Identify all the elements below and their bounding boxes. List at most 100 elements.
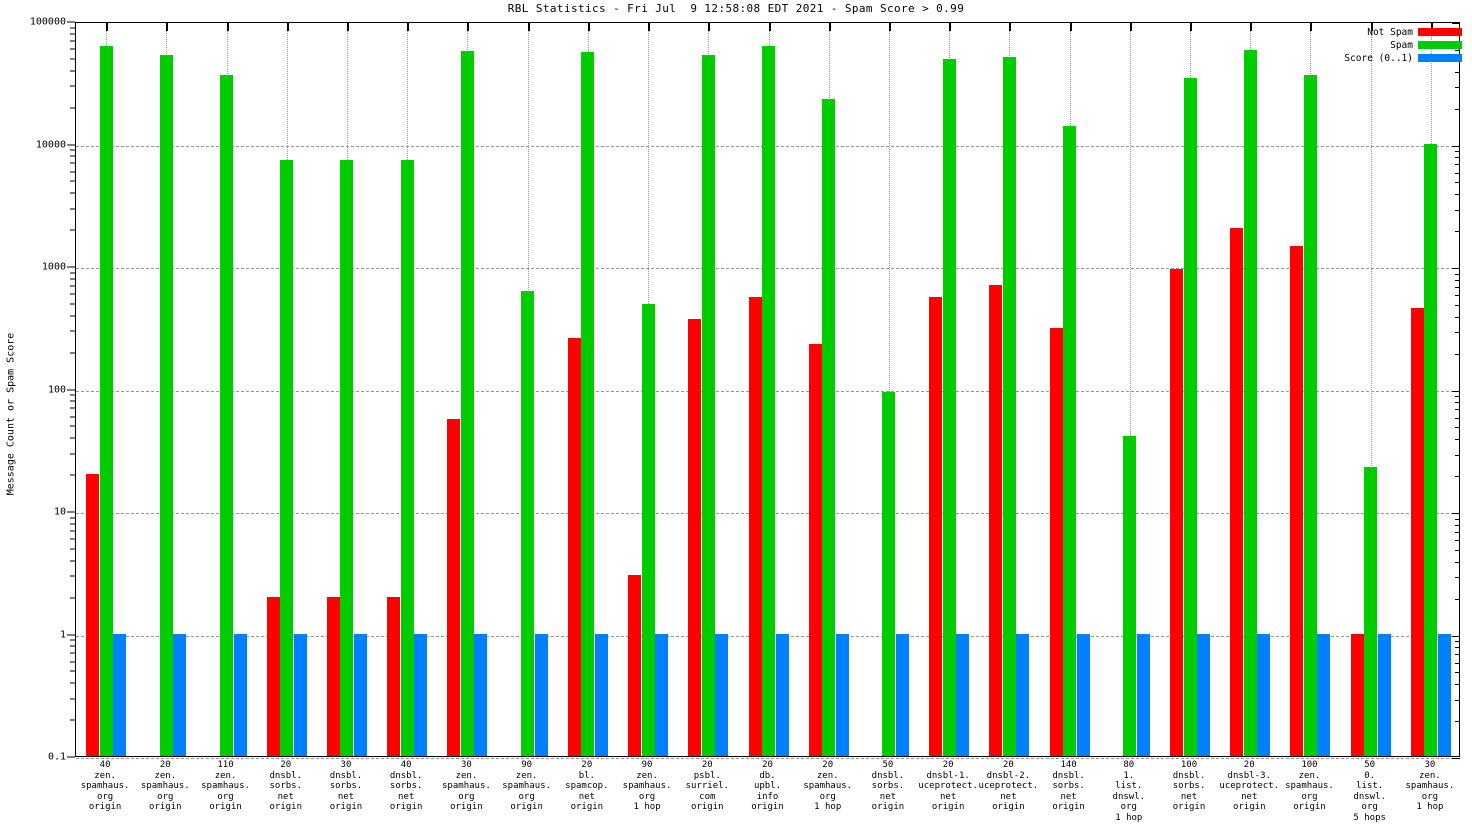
bar-spam — [280, 160, 294, 756]
y-tick-minor-right — [1455, 194, 1460, 196]
x-group-line: sorbs. — [329, 781, 363, 791]
bar-score — [233, 633, 247, 756]
bar-spam — [1424, 143, 1438, 756]
y-tick-minor-right — [1455, 231, 1460, 233]
x-group-line: zen. — [515, 770, 538, 781]
y-tick-minor — [70, 192, 75, 194]
bar-spam — [942, 58, 956, 756]
x-group-line: dnsbl. — [269, 770, 303, 781]
bar-not-spam — [567, 337, 581, 756]
x-group-line: org — [638, 791, 656, 802]
bar-not-spam — [447, 419, 461, 756]
bar-spam — [882, 392, 896, 756]
x-tick-top — [587, 22, 590, 31]
y-tick-major-right — [1452, 268, 1460, 269]
bar-spam — [1243, 49, 1257, 756]
bar-not-spam — [1290, 246, 1304, 756]
bar-spam — [1183, 78, 1197, 756]
x-group-line: origin — [88, 802, 122, 812]
x-group-line: 1 hop — [814, 802, 842, 812]
y-tick-minor — [70, 272, 75, 274]
y-tick-minor-right — [1455, 108, 1460, 110]
x-group-count: 20 — [581, 760, 593, 770]
y-tick-minor — [70, 285, 75, 287]
x-tick-top — [467, 22, 470, 31]
x-group-line: dnsbl. — [329, 770, 363, 781]
y-tick-minor — [70, 597, 75, 599]
bar-score — [414, 633, 428, 756]
x-group-line: org — [1421, 791, 1439, 802]
x-tick-top — [1430, 22, 1433, 31]
y-tick-minor — [70, 639, 75, 641]
bar-score — [655, 633, 669, 756]
bar-spam — [1303, 75, 1317, 756]
x-group-line: org — [1120, 802, 1137, 812]
x-group-count: 20 — [942, 760, 954, 770]
x-group-line: zen. — [1419, 770, 1441, 781]
x-axis-labels: 40 zen. spamhaus. org origin 20 zen. spamhaus. o… — [75, 760, 1460, 828]
x-tick-top — [286, 22, 289, 31]
x-group-line: 1 hop — [1416, 802, 1444, 812]
x-group-line: info — [756, 791, 779, 802]
y-tick-minor-right — [1455, 286, 1460, 288]
x-group-line: origin — [269, 802, 303, 812]
x-group-line: dnsbl. — [389, 770, 423, 781]
x-group-line: org — [157, 791, 174, 802]
x-group-line: spamhaus. — [201, 781, 250, 791]
x-group-line: org — [518, 791, 535, 802]
x-group-label: 80 1. list. dnswl. org 1 hop — [1113, 760, 1146, 823]
x-group-line: origin — [570, 802, 604, 812]
x-group-line: dnswl. — [1353, 791, 1386, 802]
x-group-count: 20 — [159, 760, 171, 770]
x-group-count: 30 — [460, 760, 472, 770]
bar-score — [594, 633, 608, 756]
x-group-line: org — [217, 791, 234, 802]
y-tick-minor — [70, 575, 75, 577]
x-group-line: origin — [1052, 802, 1085, 812]
y-tick-minor — [70, 719, 75, 721]
bar-spam — [460, 50, 474, 756]
x-group-line: spamhaus. — [1285, 781, 1334, 791]
x-group-line: origin — [329, 802, 363, 812]
y-tick-minor-right — [1455, 157, 1460, 159]
plot-area — [75, 22, 1460, 759]
y-tick-minor — [70, 40, 75, 42]
y-tick-minor-right — [1455, 654, 1460, 656]
legend-swatch — [1418, 28, 1462, 36]
y-tick-minor-right — [1455, 396, 1460, 398]
y-tick-minor — [70, 560, 75, 562]
bar-not-spam — [989, 284, 1003, 756]
x-group-line: uceprotect. — [1219, 781, 1280, 791]
y-tick-minor-right — [1455, 531, 1460, 533]
x-group-line: dnsbl-3. — [1227, 770, 1271, 781]
bar-score — [534, 633, 548, 756]
legend-label: Score (0..1) — [1344, 52, 1413, 64]
bar-score — [1136, 633, 1150, 756]
y-tick-minor-right — [1455, 402, 1460, 404]
x-group-line: org — [1361, 802, 1378, 812]
y-tick-minor — [70, 278, 75, 280]
legend-swatch — [1418, 41, 1462, 49]
y-tick-minor-right — [1455, 151, 1460, 153]
y-axis-label: Message Count or Spam Score — [5, 332, 17, 496]
x-group-count: 50 — [882, 760, 894, 770]
y-tick-minor — [70, 85, 75, 87]
x-group-label: 20 dnsbl-3. uceprotect. net origin — [1219, 760, 1279, 813]
y-tick-minor-right — [1455, 409, 1460, 411]
x-group-label: 50 0. list. dnswl. org 5 hops — [1353, 760, 1386, 823]
bar-not-spam — [326, 596, 340, 756]
x-group-label: 20 db. upbl. info origin — [751, 760, 784, 813]
y-tick-minor — [70, 303, 75, 305]
bar-spam — [701, 54, 715, 756]
y-tick-minor — [70, 149, 75, 151]
bar-score — [1016, 633, 1030, 756]
x-group-label: 90 zen. spamhaus. org origin — [502, 760, 551, 813]
x-group-line: origin — [871, 802, 905, 812]
y-tick-minor-right — [1455, 598, 1460, 600]
x-tick-top — [1129, 22, 1132, 31]
y-tick-minor — [70, 530, 75, 532]
y-tick-minor-right — [1455, 540, 1460, 542]
legend-entry: Spam — [1344, 39, 1462, 51]
x-group-line: net — [1000, 791, 1017, 802]
